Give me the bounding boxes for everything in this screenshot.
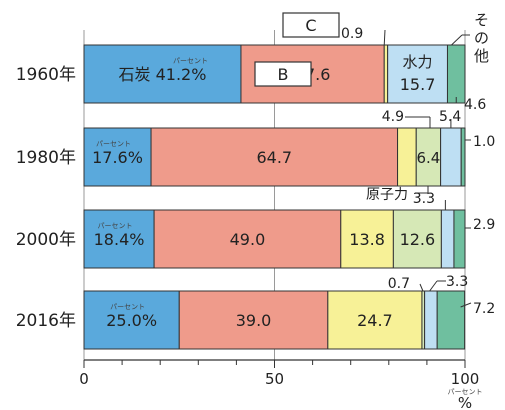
label-1960-hydro-small: 0.9 (341, 26, 363, 42)
bar-segment (440, 127, 462, 187)
bar-segment (387, 44, 448, 104)
percent-note: パーセント (98, 222, 133, 230)
bar-segment (460, 127, 466, 187)
label-2000-other: 2.9 (473, 217, 495, 233)
callouts-layer: C 0.9 B その他 4.6 4.9 5.4 1.0 原子力 3.3 2.9 0.7 3.3 7.2 (254, 11, 495, 317)
label-1980-yellow: 4.9 (382, 109, 404, 125)
category-label: 2016年 (16, 311, 76, 331)
x-tick-label: 50 (265, 370, 284, 388)
callout-line (419, 283, 424, 292)
bar-segment (383, 44, 389, 104)
bar-segment (453, 209, 466, 269)
bar-segment (153, 209, 342, 269)
segment-label: 39.0 (236, 311, 272, 330)
bar-segment (436, 290, 466, 350)
bar-segment (392, 209, 442, 269)
x-tick-label: 0 (79, 370, 89, 388)
segment-label: 石炭 41.2% (119, 65, 207, 84)
label-1980-other: 1.0 (473, 134, 495, 150)
callout-line (383, 29, 386, 46)
x-tick-label: 100 (451, 370, 480, 388)
bar-segment (178, 290, 329, 350)
percent-note: パーセント (173, 57, 208, 65)
percent-note: パーセント (110, 303, 145, 311)
bar-segment (150, 127, 399, 187)
label-sonota-1: そ (474, 11, 489, 29)
label-2016-hydro: 3.3 (446, 274, 468, 290)
category-label: 2000年 (16, 230, 76, 250)
label-sonota-2: の (474, 29, 489, 47)
bar-segment (83, 290, 180, 350)
bar-segment (424, 290, 438, 350)
box-c-label: C (305, 16, 316, 35)
bar-segment (340, 209, 394, 269)
bar-segment (83, 44, 242, 104)
label-2000-hydro: 3.3 (413, 191, 435, 207)
bar-segment (446, 44, 466, 104)
callout-line (460, 302, 472, 308)
bars-layer (83, 44, 466, 350)
label-2016-other: 7.2 (473, 301, 495, 317)
bar-segment (83, 127, 152, 187)
box-b-label: B (278, 65, 289, 84)
bar-segment (397, 127, 417, 187)
category-label: 1980年 (16, 148, 76, 168)
segment-label: 24.7 (357, 311, 393, 330)
x-unit-note: パーセント (448, 388, 483, 396)
box-c (282, 12, 340, 38)
segment-label: 64.7 (256, 148, 292, 167)
label-1960-other: 4.6 (464, 97, 486, 113)
label-sonota-3: 他 (474, 47, 489, 65)
segment-label: 49.0 (230, 230, 266, 249)
percent-note: パーセント (96, 140, 131, 148)
callout-line (429, 280, 438, 292)
label-1980-hydro: 5.4 (439, 109, 461, 125)
label-genshiryoku: 原子力 (366, 187, 408, 203)
segment-label: 17.6% (92, 148, 143, 167)
segment-label: 25.0% (106, 311, 157, 330)
bar-segment (327, 290, 423, 350)
label-2016-nuclear: 0.7 (388, 276, 410, 292)
series-label-suiryoku: 水力 (403, 53, 433, 71)
segment-label: 12.6 (400, 230, 436, 249)
bar-segment (440, 209, 455, 269)
segment-label: 13.8 (349, 230, 385, 249)
callout-line (451, 34, 463, 46)
segment-label: 18.4% (94, 230, 145, 249)
box-b (254, 61, 312, 87)
segment-label: 15.7 (400, 75, 436, 94)
segment-label: 6.4 (416, 149, 440, 167)
x-unit-label: % (458, 394, 472, 410)
category-label: 1960年 (16, 65, 76, 85)
